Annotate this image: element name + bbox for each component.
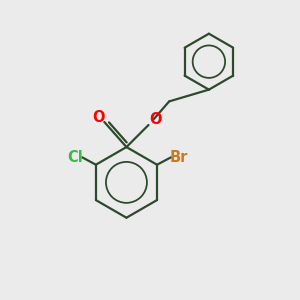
Text: O: O <box>149 112 161 127</box>
Text: Cl: Cl <box>68 150 83 165</box>
Text: Br: Br <box>170 150 188 165</box>
Text: O: O <box>92 110 105 125</box>
